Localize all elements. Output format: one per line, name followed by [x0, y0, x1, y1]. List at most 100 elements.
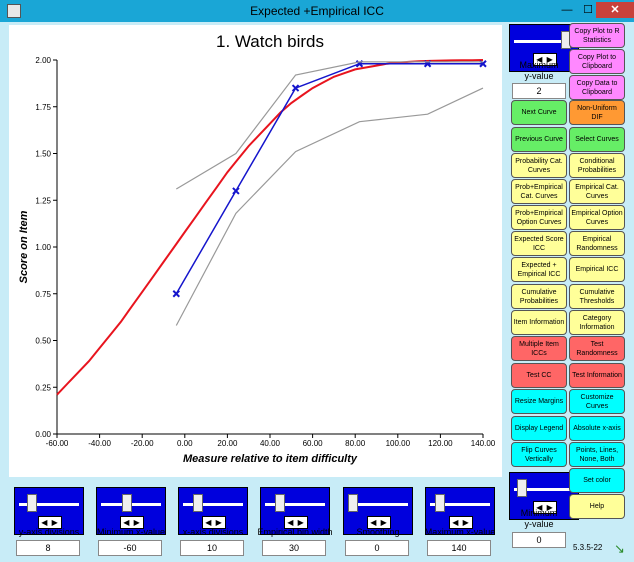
- close-button[interactable]: ✕: [596, 2, 634, 18]
- x-tick-label: 120.00: [428, 439, 453, 448]
- spin-arrows-icon[interactable]: ◀ ▶: [367, 516, 391, 529]
- bottom-control-label: y-axis divisions: [18, 527, 80, 537]
- cumulative-thresholds-button[interactable]: Cumulative Thresholds: [569, 284, 625, 309]
- slider-track: [265, 503, 325, 506]
- bottom-control-label: Smoothing: [356, 527, 400, 537]
- empirical-point: [172, 290, 180, 298]
- bottom-control-value[interactable]: 30: [262, 540, 326, 556]
- bottom-spinner-2[interactable]: ◀ ▶: [178, 487, 248, 535]
- y-tick-label: 0.00: [35, 430, 51, 439]
- help-button[interactable]: Help: [569, 494, 625, 519]
- y-tick-label: 0.25: [35, 383, 51, 392]
- absolute-x-axis-button[interactable]: Absolute x-axis: [569, 416, 625, 441]
- slider-thumb[interactable]: [122, 494, 132, 512]
- spin-arrows-icon[interactable]: ◀ ▶: [38, 516, 62, 529]
- expected-empirical-icc-button[interactable]: Expected + Empirical ICC: [511, 257, 567, 282]
- resize-margins-button[interactable]: Resize Margins: [511, 389, 567, 414]
- spin-arrows-icon[interactable]: ◀ ▶: [533, 501, 557, 514]
- bottom-spinner-5[interactable]: ◀ ▶: [425, 487, 495, 535]
- icc-chart: 1. Watch birds 0.00 0.25 0.50 0.75 1.00 1.25 1.…: [18, 32, 496, 465]
- plot-area: 1. Watch birds 0.00 0.25 0.50 0.75 1.00 1.25 1.…: [9, 25, 502, 477]
- slider-thumb[interactable]: [435, 494, 445, 512]
- copy-data-clipboard-button[interactable]: Copy Data to Clipboard: [569, 75, 625, 100]
- bottom-control-label: Minimum x-value: [96, 527, 165, 537]
- max-y-label: Maximum y-value: [519, 60, 559, 81]
- y-tick-label: 1.00: [35, 243, 51, 252]
- chart-title: 1. Watch birds: [216, 32, 324, 51]
- select-curves-button[interactable]: Select Curves: [569, 127, 625, 152]
- non-uniform-dif-button[interactable]: Non-Uniform DIF: [569, 100, 625, 125]
- spin-arrows-icon[interactable]: ◀ ▶: [202, 516, 226, 529]
- series-line-expected: [56, 59, 484, 396]
- copy-plot-clipboard-button[interactable]: Copy Plot to Clipboard: [569, 49, 625, 74]
- title-bar: Expected +Empirical ICC — ☐ ✕: [0, 0, 634, 22]
- slider-thumb[interactable]: [348, 494, 358, 512]
- y-axis-label: Score on Item: [18, 210, 30, 283]
- prob-empirical-option-curves-button[interactable]: Prob+Empirical Option Curves: [511, 205, 567, 230]
- bottom-spinner-0[interactable]: ◀ ▶: [14, 487, 84, 535]
- empirical-option-curves-button[interactable]: Empirical Option Curves: [569, 205, 625, 230]
- x-axis-label: Measure relative to item difficulty: [183, 453, 358, 465]
- bottom-spinner-1[interactable]: ◀ ▶: [96, 487, 166, 535]
- empirical-point: [291, 84, 300, 92]
- empirical-cat-curves-button[interactable]: Empirical Cat. Curves: [569, 179, 625, 204]
- slider-track: [183, 503, 243, 506]
- customize-curves-button[interactable]: Customize Curves: [569, 389, 625, 414]
- spin-arrows-icon[interactable]: ◀ ▶: [120, 516, 144, 529]
- flip-curves-vertically-button[interactable]: Flip Curves Vertically: [511, 442, 567, 467]
- version-label: 5.3.5-22: [573, 543, 603, 552]
- resize-grip-icon[interactable]: ↘: [614, 541, 625, 556]
- probability-cat-curves-button[interactable]: Probability Cat. Curves: [511, 153, 567, 178]
- slider-track: [19, 503, 79, 506]
- bottom-spinner-3[interactable]: ◀ ▶: [260, 487, 330, 535]
- slider-thumb[interactable]: [517, 479, 527, 497]
- bottom-control-value[interactable]: -60: [98, 540, 162, 556]
- expected-score-icc-button[interactable]: Expected Score ICC: [511, 231, 567, 256]
- spin-arrows-icon[interactable]: ◀ ▶: [533, 53, 557, 66]
- previous-curve-button[interactable]: Previous Curve: [511, 127, 567, 152]
- test-cc-button[interactable]: Test CC: [511, 363, 567, 388]
- bottom-control-value[interactable]: 8: [16, 540, 80, 556]
- bottom-control-value[interactable]: 0: [345, 540, 409, 556]
- x-tick-label: 140.00: [471, 439, 496, 448]
- empirical-icc-button[interactable]: Empirical ICC: [569, 257, 625, 282]
- next-curve-button[interactable]: Next Curve: [511, 100, 567, 125]
- item-information-button[interactable]: Item Information: [511, 310, 567, 335]
- spin-arrows-icon[interactable]: ◀ ▶: [284, 516, 308, 529]
- bottom-spinner-4[interactable]: ◀ ▶: [343, 487, 413, 535]
- series-line-lower-ci: [175, 87, 484, 326]
- min-y-label: Minimum y-value: [520, 508, 558, 529]
- test-information-button[interactable]: Test Information: [569, 363, 625, 388]
- category-information-button[interactable]: Category Information: [569, 310, 625, 335]
- slider-thumb[interactable]: [193, 494, 203, 512]
- prob-empirical-cat-curves-button[interactable]: Prob+Empirical Cat. Curves: [511, 179, 567, 204]
- maximize-button[interactable]: ☐: [583, 4, 593, 16]
- bottom-control-value[interactable]: 10: [180, 540, 244, 556]
- cumulative-probabilities-button[interactable]: Cumulative Probabilities: [511, 284, 567, 309]
- slider-thumb[interactable]: [27, 494, 37, 512]
- test-randomness-button[interactable]: Test Randomness: [569, 336, 625, 361]
- conditional-probabilities-button[interactable]: Conditional Probabilities: [569, 153, 625, 178]
- empirical-randomness-button[interactable]: Empirical Randomness: [569, 231, 625, 256]
- bottom-control-label: x-axis divisions: [182, 527, 244, 537]
- min-y-value[interactable]: 0: [512, 532, 566, 548]
- bottom-control-label: Maximum x-value: [424, 527, 496, 537]
- bottom-control-value[interactable]: 140: [427, 540, 491, 556]
- y-tick-label: 1.75: [35, 103, 51, 112]
- copy-plot-r-button[interactable]: Copy Plot to R Statistics: [569, 23, 625, 48]
- multiple-item-iccs-button[interactable]: Multiple Item ICCs: [511, 336, 567, 361]
- min-y-spinner[interactable]: ◀ ▶: [509, 472, 579, 520]
- slider-thumb[interactable]: [275, 494, 285, 512]
- minimize-button[interactable]: —: [561, 4, 573, 16]
- slider-track: [348, 503, 408, 506]
- display-legend-button[interactable]: Display Legend: [511, 416, 567, 441]
- x-tick-label: 60.00: [303, 439, 324, 448]
- x-tick-label: 80.00: [345, 439, 366, 448]
- app-icon[interactable]: [7, 4, 21, 18]
- x-tick-label: 20.00: [217, 439, 238, 448]
- set-color-button[interactable]: Set color: [569, 468, 625, 493]
- points-lines-button[interactable]: Points, Lines, None, Both: [569, 442, 625, 467]
- max-y-spinner[interactable]: ◀ ▶: [509, 24, 579, 72]
- spin-arrows-icon[interactable]: ◀ ▶: [449, 516, 473, 529]
- max-y-value[interactable]: 2: [512, 83, 566, 99]
